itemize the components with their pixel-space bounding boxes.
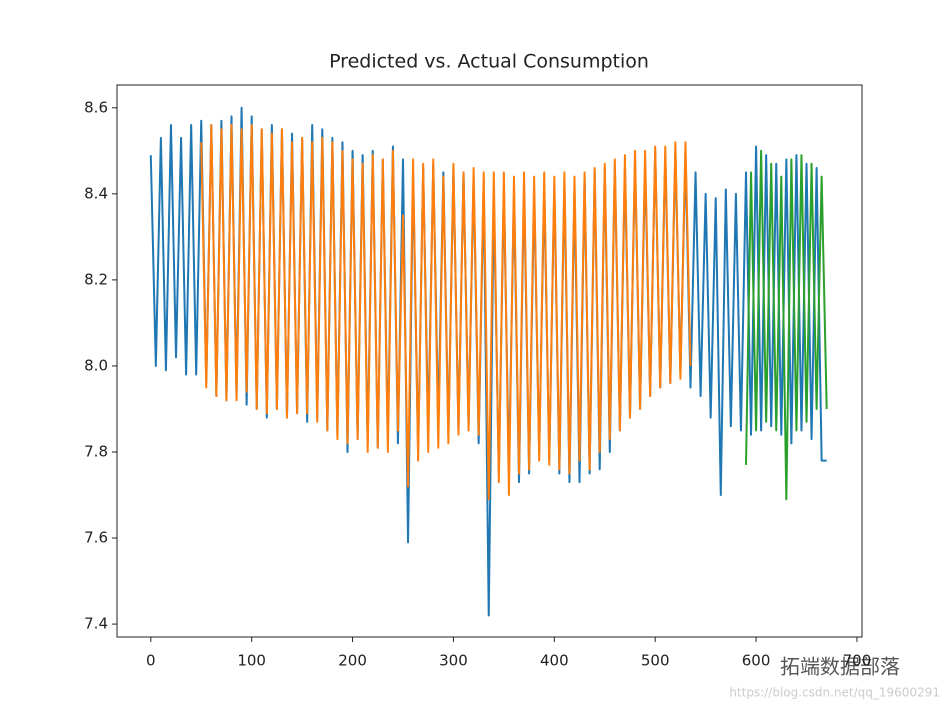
y-tick-label: 7.6	[84, 529, 108, 547]
y-tick-label: 7.4	[84, 615, 108, 633]
axes-frame	[116, 84, 863, 638]
y-tick-label: 8.0	[84, 356, 108, 374]
x-tick-label: 600	[742, 652, 771, 670]
x-tick-label: 0	[146, 652, 156, 670]
x-tick-label: 300	[439, 652, 468, 670]
x-tick-label: 400	[540, 652, 569, 670]
watermark: 拓端数据部落	[780, 655, 900, 679]
x-tick-label: 500	[641, 652, 670, 670]
watermark-url: https://blog.csdn.net/qq_19600291	[729, 686, 940, 700]
y-tick-label: 8.2	[84, 270, 108, 288]
y-tick-label: 8.4	[84, 184, 108, 202]
y-tick-label: 8.6	[84, 98, 108, 116]
data-line	[744, 149, 828, 501]
chart-title: Predicted vs. Actual Consumption	[329, 51, 649, 73]
plot-area	[149, 106, 828, 617]
data-line	[200, 124, 692, 501]
y-tick-label: 7.8	[84, 442, 108, 460]
x-tick-label: 100	[237, 652, 266, 670]
x-tick-label: 200	[338, 652, 367, 670]
x-tick-label: 700	[843, 652, 872, 670]
